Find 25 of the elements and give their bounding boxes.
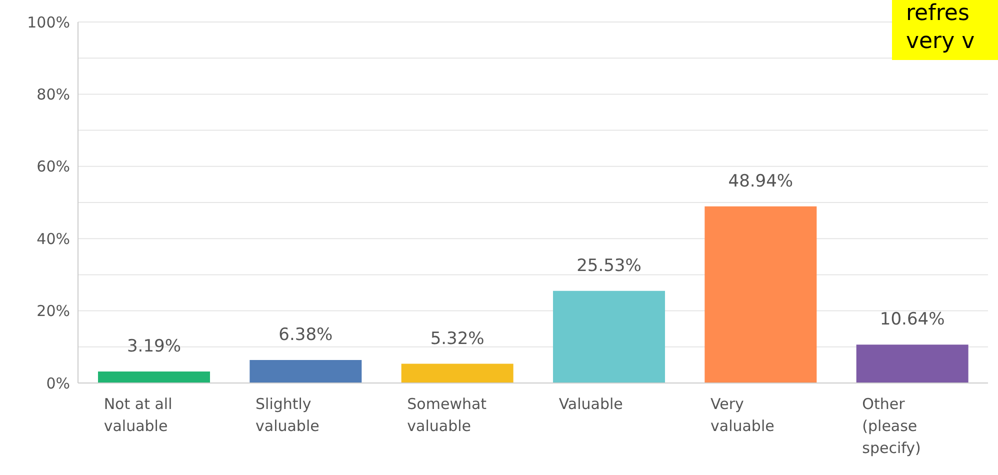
data-label: 48.94% — [728, 171, 794, 192]
bar — [704, 206, 817, 383]
x-tick-label: Slightly valuable — [256, 395, 320, 435]
data-label: 25.53% — [576, 256, 642, 276]
annotation: refres very v — [892, 0, 998, 60]
bar — [98, 371, 210, 383]
x-tick-label: Very valuable — [710, 395, 774, 435]
data-label: 6.38% — [278, 324, 333, 345]
data-label: 3.19% — [126, 336, 182, 356]
bar — [856, 344, 968, 383]
x-tick-label: Somewhat valuable — [407, 395, 487, 435]
bar — [401, 364, 514, 383]
x-tick-label: Not at all valuable — [104, 395, 172, 435]
data-label: 10.64% — [880, 310, 945, 330]
data-label: 5.32% — [430, 328, 484, 349]
y-tick-label: 60% — [36, 158, 70, 176]
x-tick-label: Other (please specify) — [862, 395, 921, 457]
y-tick-label: 80% — [36, 86, 70, 104]
bar — [250, 360, 362, 383]
y-tick-label: 0% — [46, 374, 70, 392]
y-tick-label: 40% — [36, 230, 70, 248]
x-tick-label: Valuable — [558, 395, 623, 413]
y-tick-label: 20% — [36, 302, 70, 320]
y-tick-label: 100% — [27, 13, 70, 32]
bar — [553, 290, 665, 383]
